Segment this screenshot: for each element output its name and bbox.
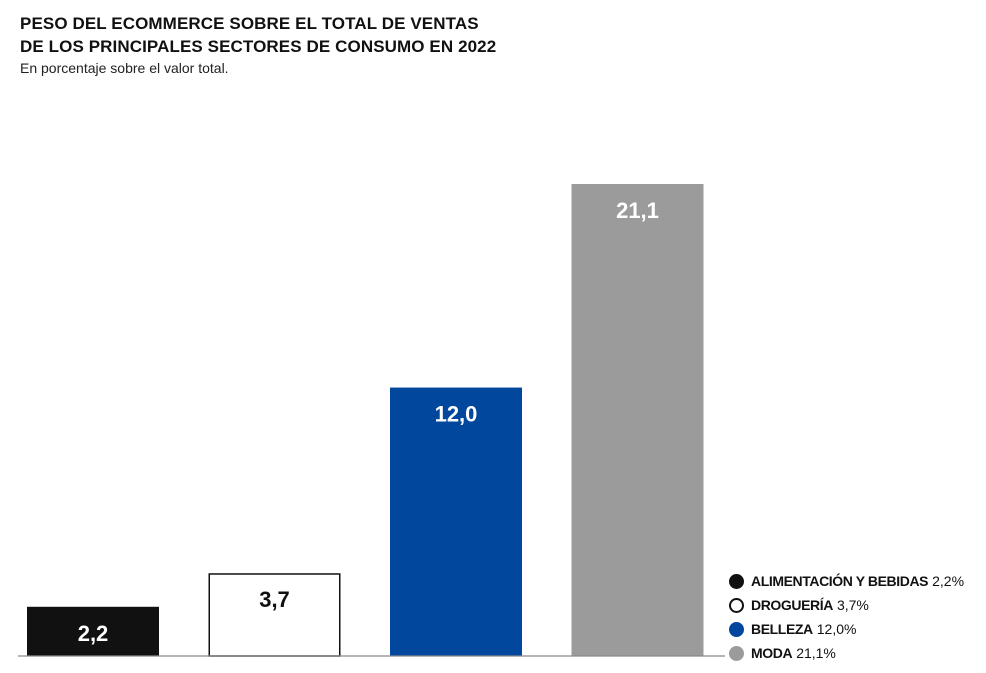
chart-title-line-2: DE LOS PRINCIPALES SECTORES DE CONSUMO E… <box>20 37 497 56</box>
data-label-1: 2,2 <box>78 621 109 646</box>
bar-3 <box>390 387 522 656</box>
legend-label-2: DROGUERÍA <box>751 597 833 613</box>
data-label-2: 3,7 <box>259 587 290 612</box>
legend-item-1: ALIMENTACIÓN Y BEBIDAS 2,2% <box>729 569 964 593</box>
chart-subtitle: En porcentaje sobre el valor total. <box>20 60 229 76</box>
chart-title-line-1: PESO DEL ECOMMERCE SOBRE EL TOTAL DE VEN… <box>20 14 479 33</box>
data-labels-group: 2,2 3,7 12,0 21,1 <box>78 198 659 646</box>
legend-item-3: BELLEZA 12,0% <box>729 617 964 641</box>
legend-label-4: MODA <box>751 645 793 661</box>
legend-label-3: BELLEZA <box>751 621 813 637</box>
data-label-3: 12,0 <box>435 402 478 427</box>
legend-item-4: MODA 21,1% <box>729 641 964 665</box>
bar-1 <box>27 606 159 656</box>
legend-swatch-1 <box>729 573 744 589</box>
chart-title: PESO DEL ECOMMERCE SOBRE EL TOTAL DE VEN… <box>20 12 496 58</box>
data-label-4: 21,1 <box>616 198 659 223</box>
legend-value-3: 12,0% <box>816 621 857 637</box>
legend-swatch-3 <box>729 621 744 637</box>
legend-value-4: 21,1% <box>796 645 836 661</box>
bar-2 <box>208 573 341 657</box>
legend-value-1: 2,2% <box>932 573 965 589</box>
legend-label-1: ALIMENTACIÓN Y BEBIDAS <box>751 573 929 589</box>
legend: ALIMENTACIÓN Y BEBIDAS 2,2% DROGUERÍA 3,7% B… <box>729 569 964 665</box>
legend-value-2: 3,7% <box>836 597 869 613</box>
legend-swatch-4 <box>729 645 744 661</box>
bars-group <box>27 184 704 657</box>
legend-item-2: DROGUERÍA 3,7% <box>729 593 964 617</box>
legend-swatch-2 <box>729 597 744 613</box>
bar-4 <box>571 184 704 656</box>
